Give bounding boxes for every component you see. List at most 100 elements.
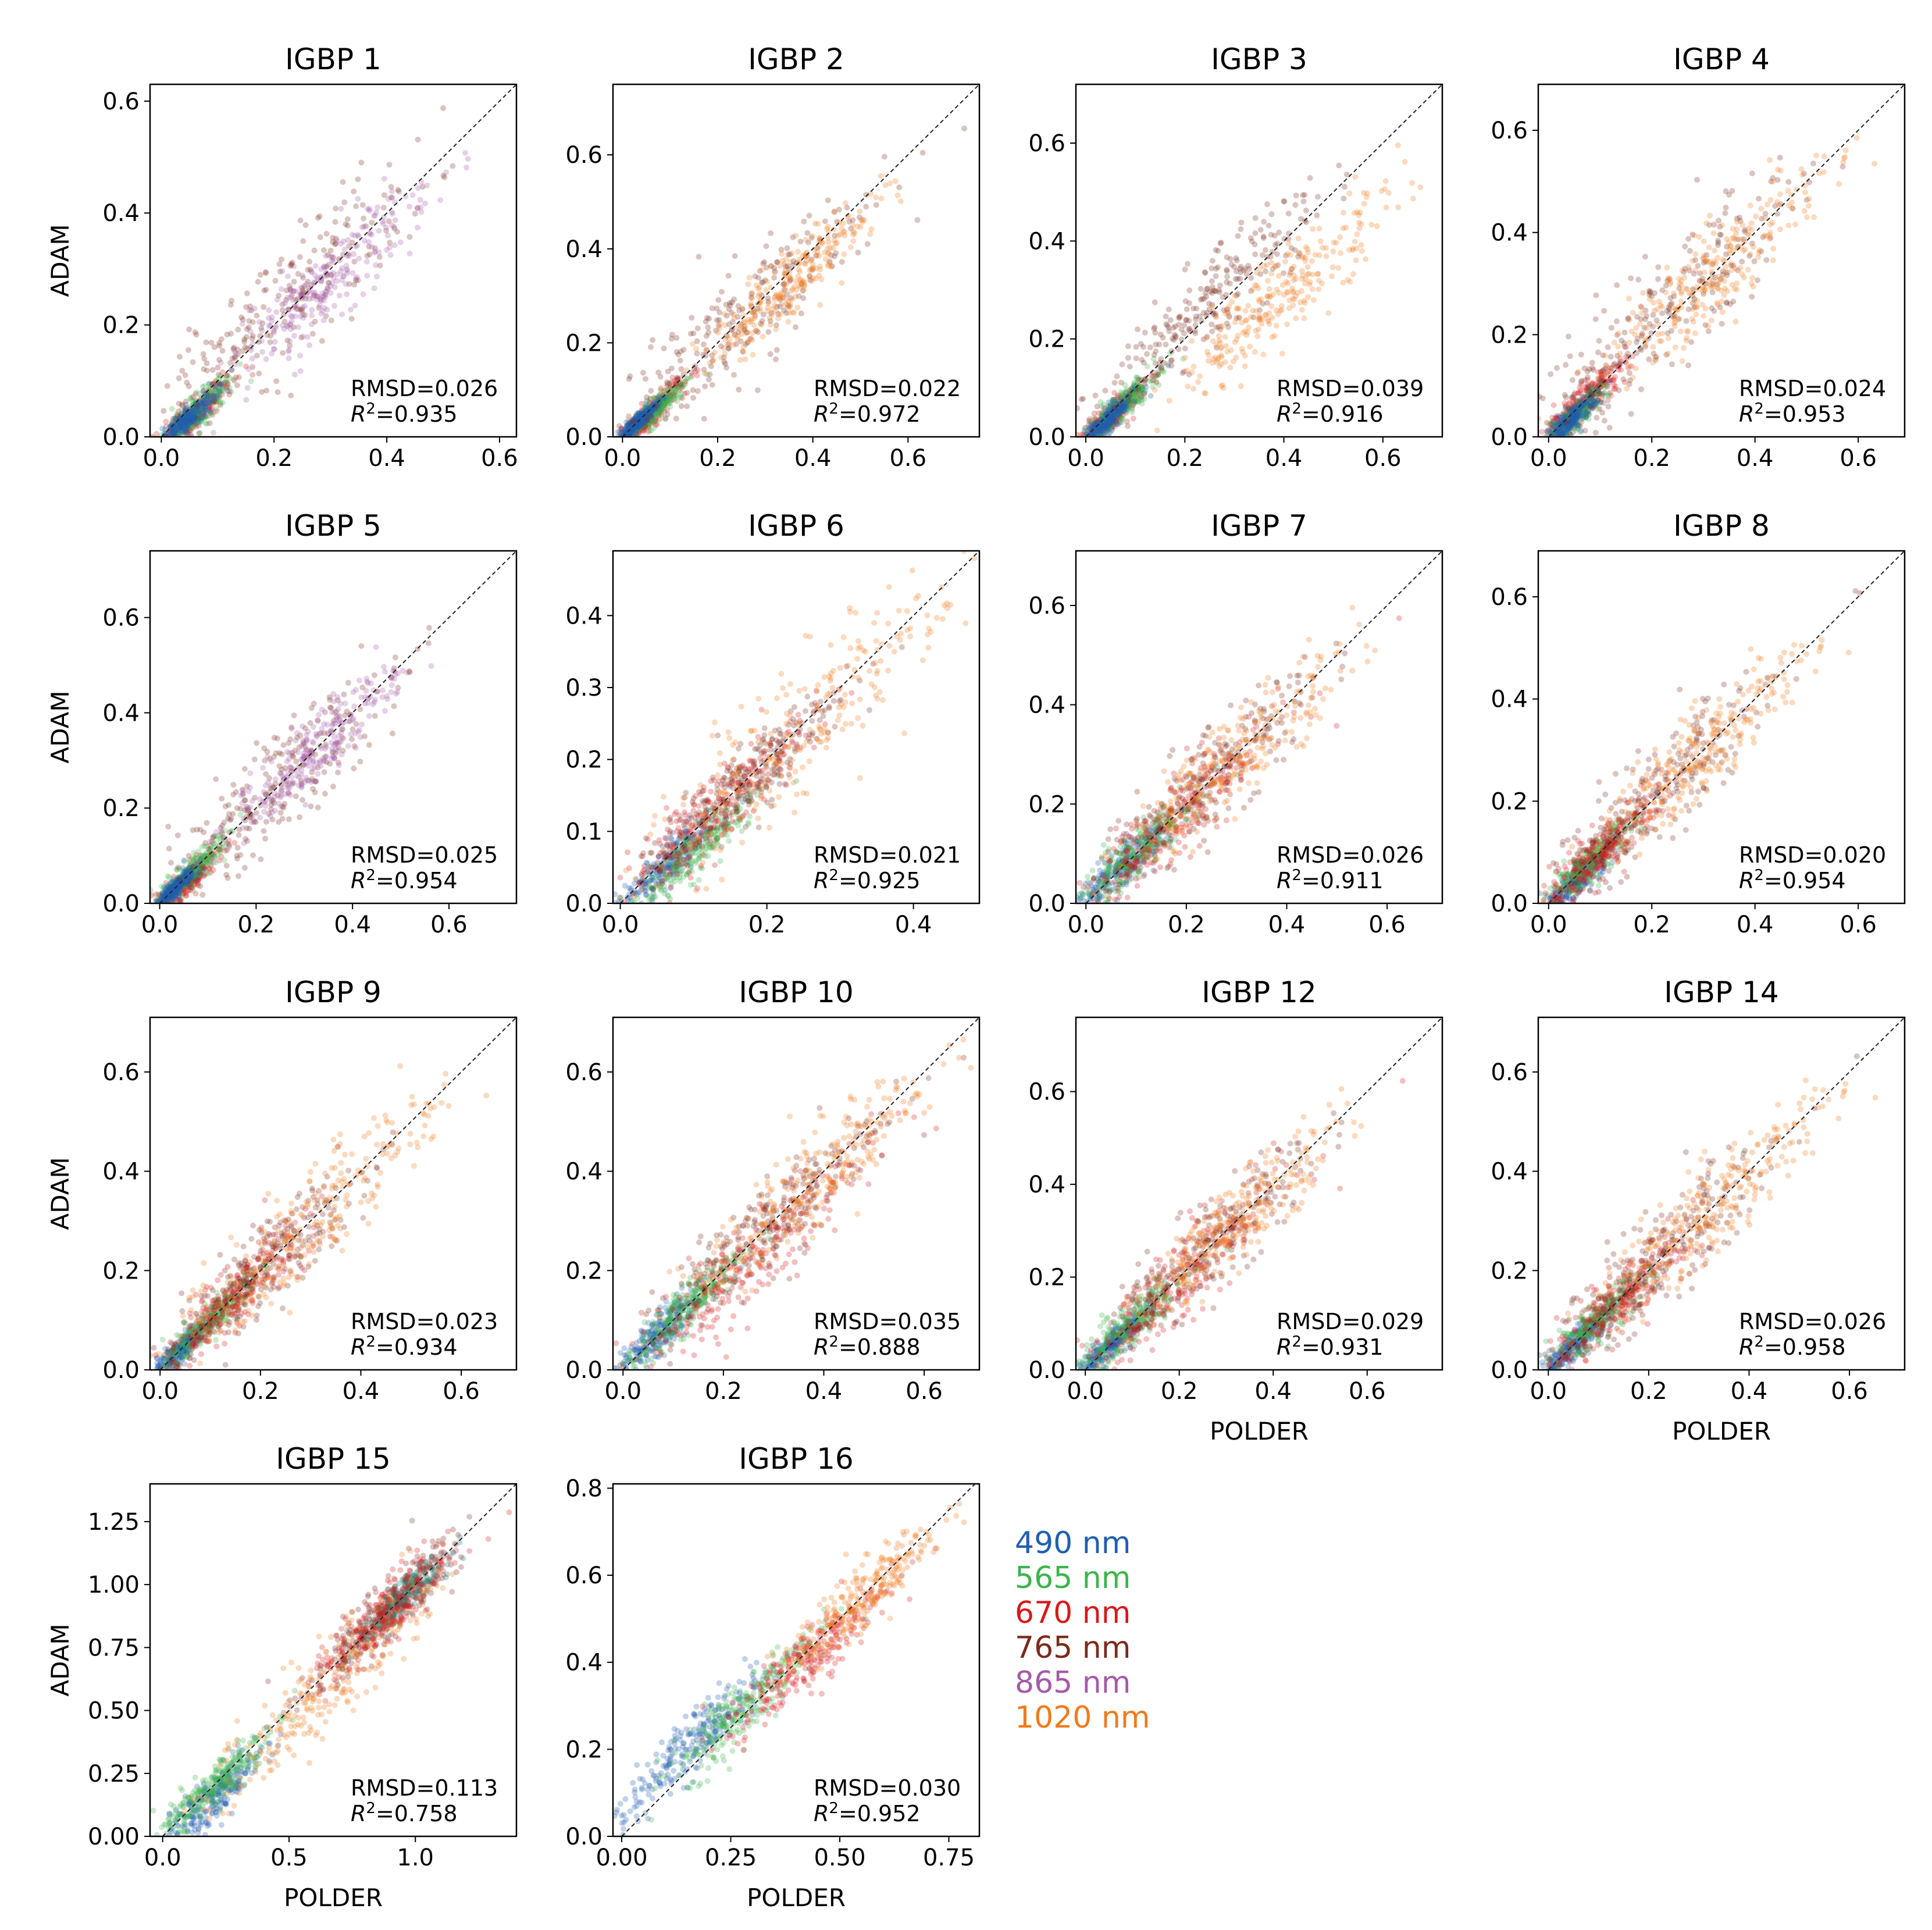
scatter-point (1117, 389, 1124, 396)
scatter-point (664, 411, 671, 418)
scatter-point (344, 291, 350, 297)
scatter-point (1595, 375, 1601, 382)
scatter-point (216, 372, 222, 378)
scatter-point (1692, 251, 1699, 257)
scatter-point (355, 232, 361, 238)
scatter-point (624, 422, 630, 429)
scatter-point (771, 302, 778, 309)
scatter-point (1129, 404, 1135, 411)
scatter-point (706, 316, 712, 322)
scatter-point (1722, 286, 1728, 292)
scatter-point (648, 407, 655, 413)
scatter-point (287, 287, 294, 293)
scatter-point (1153, 379, 1160, 386)
scatter-point (666, 389, 672, 395)
scatter-point (1181, 330, 1187, 337)
scatter-point (218, 359, 224, 366)
scatter-point (191, 414, 197, 421)
scatter-point (181, 423, 188, 430)
scatter-point (191, 415, 198, 422)
scatter-point (881, 154, 887, 160)
scatter-point (1606, 379, 1613, 386)
scatter-point (175, 430, 181, 437)
scatter-point (1106, 421, 1113, 428)
scatter-point (650, 400, 657, 406)
scatter-point (673, 386, 679, 393)
scatter-point (1304, 264, 1311, 270)
scatter-point (1121, 404, 1127, 410)
scatter-point (193, 389, 199, 396)
scatter-point (665, 396, 672, 403)
scatter-point (206, 408, 212, 414)
scatter-point (341, 246, 348, 252)
scatter-point (1608, 325, 1614, 331)
scatter-point (318, 297, 325, 304)
scatter-point (193, 421, 199, 427)
scatter-point (629, 418, 635, 425)
scatter-point (641, 418, 648, 425)
scatter-point (1565, 405, 1571, 411)
scatter-point (1125, 393, 1132, 399)
scatter-point (631, 423, 637, 430)
scatter-point (641, 411, 647, 417)
scatter-point (1707, 212, 1713, 219)
scatter-point (209, 382, 216, 388)
scatter-point (1139, 388, 1145, 394)
scatter-point (169, 405, 175, 412)
scatter-point (1701, 269, 1708, 276)
scatter-point (295, 270, 301, 277)
scatter-point (195, 414, 201, 420)
scatter-point (636, 423, 642, 430)
scatter-point (1153, 341, 1159, 348)
scatter-point (807, 273, 813, 279)
scatter-point (163, 430, 169, 437)
scatter-point (664, 379, 670, 386)
scatter-point (172, 426, 179, 433)
scatter-point (243, 363, 249, 369)
scatter-point (690, 387, 696, 393)
scatter-point (1296, 251, 1303, 257)
scatter-point (742, 323, 748, 330)
scatter-point (1165, 307, 1172, 312)
scatter-point (1150, 384, 1156, 390)
scatter-point (761, 259, 768, 265)
scatter-point (1301, 315, 1307, 322)
scatter-point (1260, 235, 1267, 241)
scatter-point (1300, 198, 1307, 205)
scatter-point (694, 372, 700, 379)
scatter-point (627, 421, 633, 427)
scatter-point (287, 294, 294, 301)
scatter-point (1634, 314, 1640, 320)
scatter-point (1106, 412, 1113, 419)
scatter-point (1310, 226, 1316, 232)
scatter-point (641, 420, 648, 426)
scatter-point (640, 423, 646, 430)
scatter-point (658, 406, 664, 412)
scatter-point (802, 252, 808, 258)
y-tick-label: 0.4 (565, 236, 603, 263)
scatter-point (187, 418, 194, 424)
scatter-point (1136, 396, 1143, 402)
scatter-point (807, 258, 814, 264)
scatter-point (1120, 411, 1126, 418)
y-tick-label: 0.4 (1028, 228, 1065, 255)
scatter-point (656, 412, 662, 418)
scatter-point (1119, 416, 1125, 422)
scatter-point (1107, 414, 1114, 421)
scatter-point (1107, 414, 1113, 421)
scatter-point (1240, 349, 1246, 355)
scatter-point (1133, 355, 1139, 361)
scatter-point (780, 282, 786, 287)
scatter-point (1128, 390, 1134, 397)
scatter-point (1315, 270, 1321, 277)
scatter-point (1689, 306, 1696, 312)
scatter-point (1111, 411, 1117, 418)
scatter-point (364, 252, 370, 259)
panel-igbp-5: IGBP 50.0 0.2 0.4 0.60.00.20.40.6ADAMRMSD=0… (46, 509, 518, 938)
scatter-point (1741, 275, 1747, 281)
scatter-point (212, 383, 219, 390)
scatter-point (1106, 419, 1112, 426)
scatter-point (1131, 384, 1137, 390)
scatter-point (1252, 251, 1259, 258)
scatter-point (661, 388, 668, 394)
